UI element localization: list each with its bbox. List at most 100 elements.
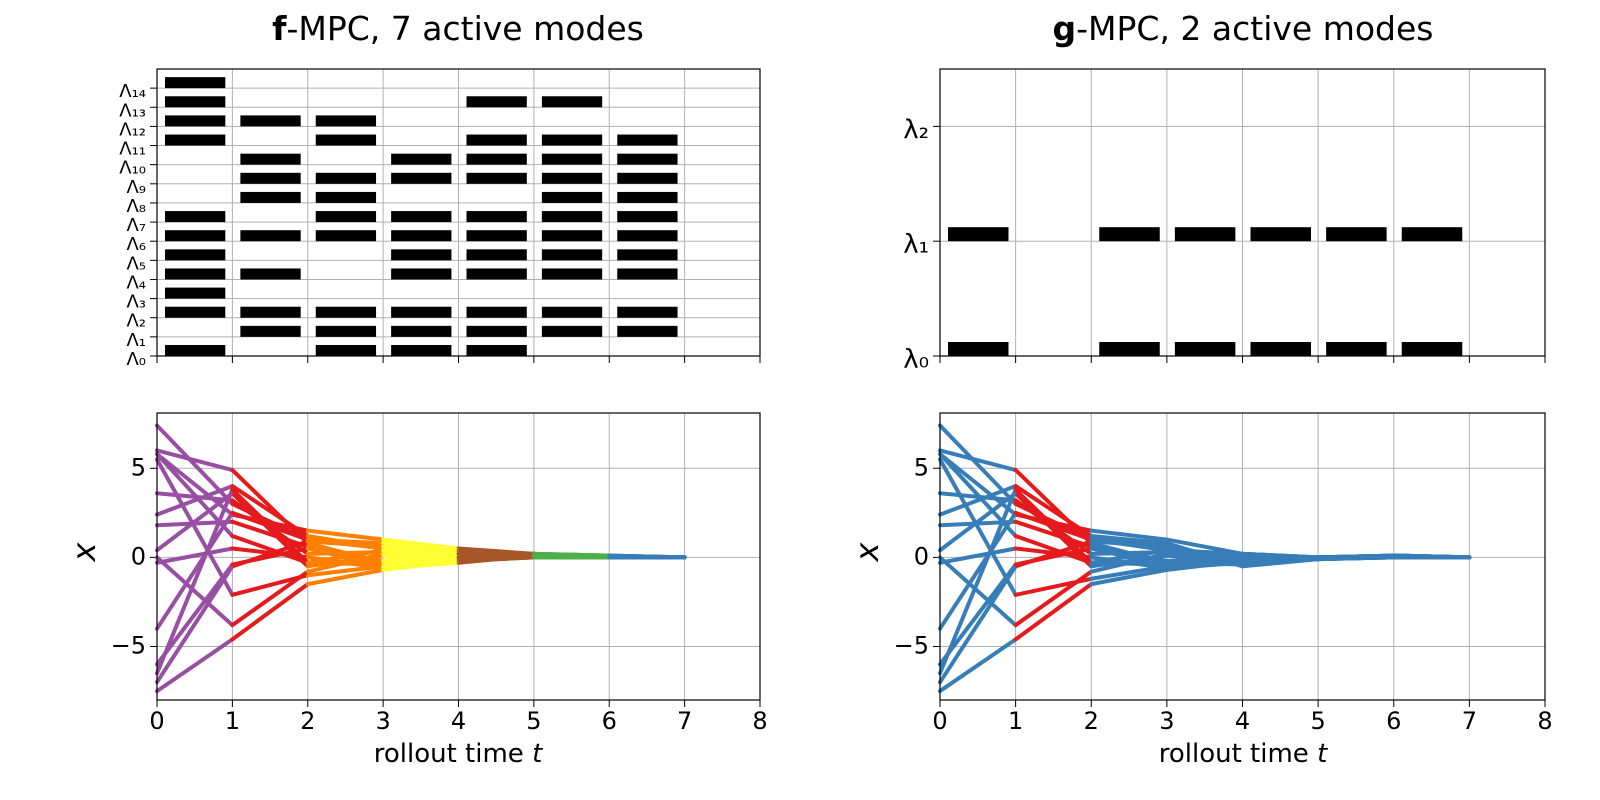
x-tick-label: 5 — [526, 707, 541, 735]
mode-bar — [466, 325, 527, 337]
trajectory-segment — [938, 448, 1018, 473]
trajectory-segment — [155, 448, 235, 473]
mode-bar — [165, 96, 226, 108]
y-tick-label: λ₀ — [903, 345, 929, 375]
trajectory-segment — [155, 555, 235, 628]
trajectory-segment — [230, 582, 310, 642]
trajectory-segment — [155, 564, 235, 685]
mode-bar — [315, 115, 377, 127]
mode-bar — [391, 306, 452, 318]
trajectory-segment — [1013, 468, 1094, 546]
x-tick-label: 7 — [1462, 707, 1477, 735]
trajectory-segment — [938, 457, 1018, 597]
y-tick-label: Λ₃ — [126, 292, 146, 313]
x-label-var: t — [532, 739, 543, 769]
mode-bar — [240, 191, 301, 203]
trajectory-segment — [1013, 582, 1094, 642]
mode-bar — [466, 172, 527, 184]
mode-bar — [315, 191, 377, 203]
x-axis-label: rollout time t — [1159, 739, 1328, 769]
trajectory-segment — [1089, 539, 1169, 549]
mode-bar — [617, 191, 678, 203]
mode-bar — [165, 345, 226, 356]
panel-title: f-MPC, 7 active modes — [272, 9, 644, 48]
mode-bar — [315, 325, 377, 337]
mode-bar — [315, 134, 377, 146]
trajectory-segment — [938, 555, 1018, 628]
trajectory-segment — [155, 491, 235, 553]
mode-bar — [466, 306, 527, 318]
mode-bar — [541, 153, 603, 165]
mode-bar — [240, 172, 301, 184]
x-tick-label: 3 — [375, 707, 390, 735]
mode-bar — [240, 268, 301, 280]
trajectory-segment — [155, 484, 235, 517]
trajectory-segment — [381, 544, 461, 555]
y-tick-label: Λ₁₂ — [119, 119, 146, 140]
trajectory-segment — [1089, 567, 1169, 587]
trajectory-segment — [1089, 534, 1169, 546]
mode-bar — [1326, 342, 1387, 356]
mode-bar — [541, 230, 603, 242]
axes-frame — [939, 68, 1546, 357]
trajectory-segment — [305, 539, 386, 549]
mode-bar — [315, 306, 377, 318]
mode-bar — [541, 306, 603, 318]
trajectory-segment — [938, 546, 1018, 565]
mode-bar — [617, 230, 678, 242]
mode-bar — [165, 249, 226, 261]
x-tick-label: 1 — [1008, 707, 1023, 735]
x-tick-label: 8 — [1537, 707, 1552, 735]
mode-bar — [391, 172, 452, 184]
x-label-var: t — [1317, 739, 1328, 769]
mode-bar — [1401, 342, 1463, 356]
mode-bar — [466, 211, 527, 223]
mode-bar — [240, 325, 301, 337]
mode-bar — [391, 268, 452, 280]
trajectory-segment — [230, 468, 310, 546]
trajectory-segment — [230, 534, 310, 565]
axes-frame — [156, 412, 761, 701]
mode-bar — [1401, 227, 1463, 242]
mode-bar — [240, 306, 301, 318]
trajectory-segment — [155, 546, 235, 565]
mode-bar — [1099, 227, 1160, 242]
x-tick-label: 0 — [932, 707, 947, 735]
trajectory-segment — [938, 562, 1018, 667]
mode-bar — [466, 345, 527, 356]
mode-bar — [466, 268, 527, 280]
mode-bar — [617, 153, 678, 165]
title-bold: f — [272, 9, 287, 48]
y-tick-label: Λ₆ — [126, 234, 146, 255]
mode-bar — [315, 211, 377, 223]
trajectory-segment — [456, 551, 536, 558]
trajectory-segment — [230, 519, 310, 549]
y-tick-label: 5 — [914, 453, 929, 481]
mode-bar — [466, 96, 527, 108]
trajectory-segment — [1013, 519, 1094, 549]
trajectory-segment — [1013, 569, 1094, 628]
trajectory-segment — [381, 548, 461, 556]
mode-bar — [1174, 227, 1236, 242]
mode-bar — [391, 325, 452, 337]
mode-bar — [165, 211, 226, 223]
mode-bar — [240, 230, 301, 242]
title-text: -MPC, 7 active modes — [286, 9, 643, 48]
x-tick-label: 7 — [677, 707, 692, 735]
trajectory-segment — [1013, 546, 1094, 567]
y-tick-label: Λ₁₃ — [119, 100, 146, 121]
mode-bar — [391, 345, 452, 356]
trajectory-segment — [1013, 534, 1094, 565]
mode-bar — [541, 134, 603, 146]
trajectory-segment — [381, 551, 461, 560]
x-label-text: rollout time — [1159, 739, 1309, 769]
trajectory-segment — [938, 564, 1018, 685]
trajectory-segment — [155, 510, 235, 631]
trajectory-segment — [155, 562, 235, 667]
trajectory-segment — [230, 546, 310, 567]
trajectory-segment — [938, 637, 1018, 694]
panel-title: g-MPC, 2 active modes — [1053, 9, 1434, 48]
title-bold: g — [1053, 9, 1077, 48]
trajectory-segment — [305, 567, 386, 587]
mode-bar — [1099, 342, 1160, 356]
